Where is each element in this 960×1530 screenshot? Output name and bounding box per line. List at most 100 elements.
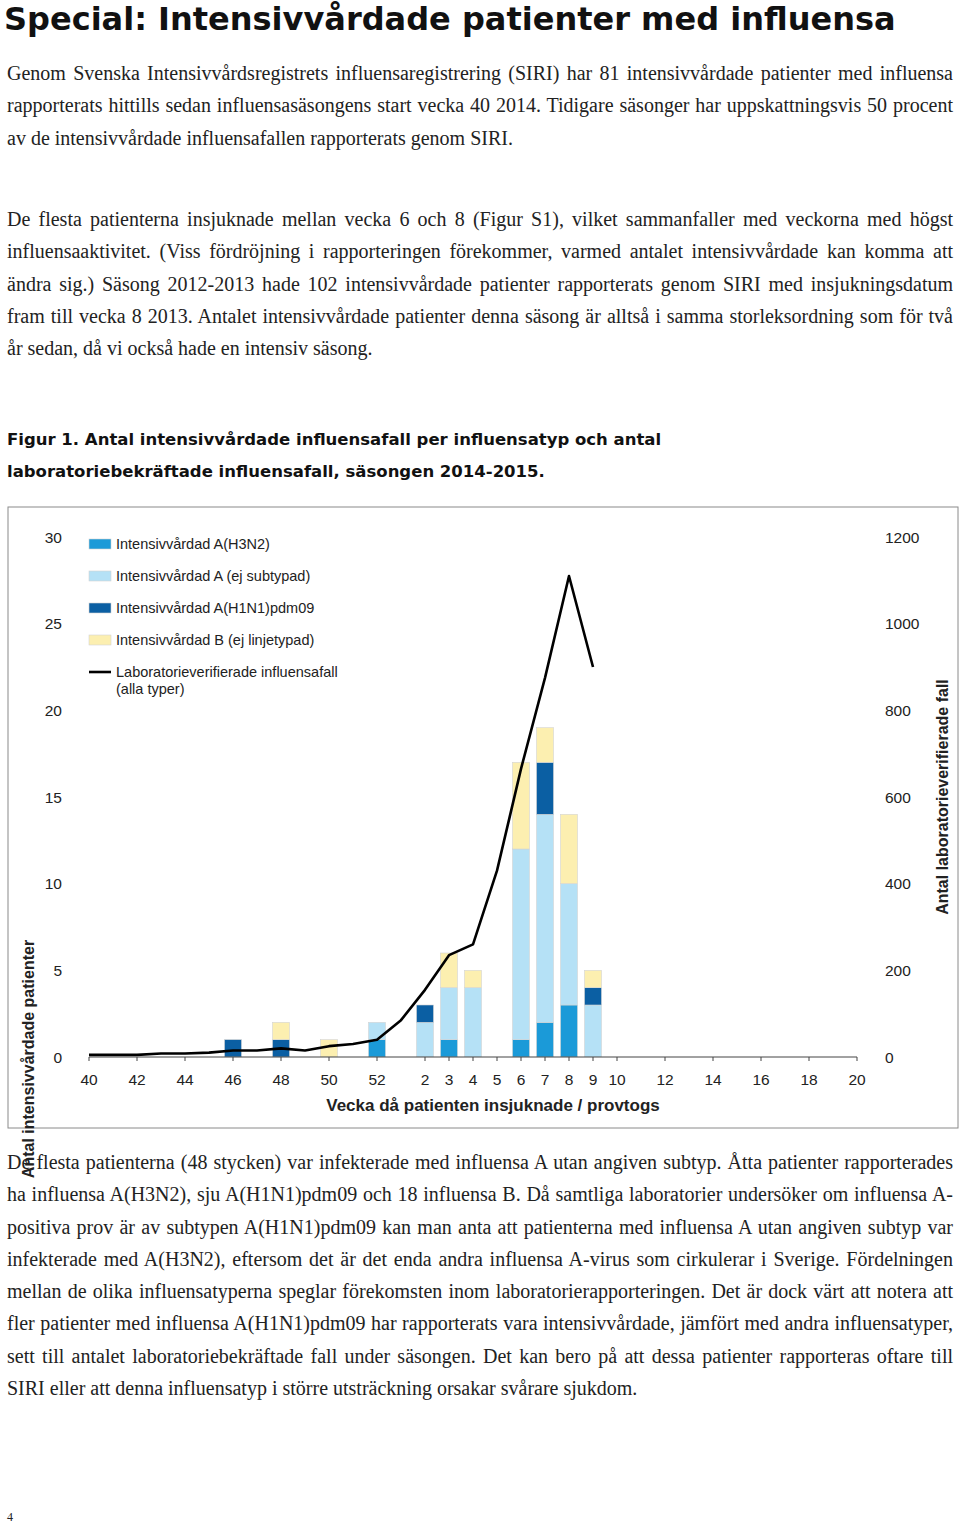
x-tick-label: 3 (445, 1071, 454, 1088)
x-tick-label: 16 (752, 1071, 769, 1088)
legend-label-line: Intensivvårdad A(H3N2) (116, 536, 270, 552)
y2-tick-label: 1200 (885, 529, 920, 546)
x-tick-label: 14 (704, 1071, 722, 1088)
legend-label-line: (alla typer) (116, 681, 185, 697)
bar-segment (585, 970, 602, 987)
page-title: Special: Intensivvårdade patienter med i… (4, 0, 896, 38)
paragraph: De flesta patienterna (48 stycken) var i… (7, 1146, 953, 1404)
x-tick-label: 52 (368, 1071, 385, 1088)
bar-segment (441, 988, 458, 1040)
x-tick (137, 1057, 138, 1061)
x-tick-label: 2 (421, 1071, 430, 1088)
figure-caption: Figur 1. Antal intensivvårdade influensa… (7, 424, 807, 488)
x-tick (761, 1057, 762, 1061)
bar-segment (273, 1022, 290, 1039)
y-tick-label: 25 (45, 615, 62, 632)
x-tick-label: 9 (589, 1071, 598, 1088)
y-axis-title: Antal intensivvårdade patienter (20, 940, 37, 1178)
x-tick (329, 1057, 330, 1061)
x-tick (281, 1057, 282, 1061)
x-tick (377, 1057, 378, 1061)
y2-tick-label: 800 (885, 702, 911, 719)
bar-segment (225, 1040, 242, 1057)
x-tick-label: 5 (493, 1071, 502, 1088)
bar-segment (585, 1005, 602, 1057)
bar-segment (537, 814, 554, 1022)
x-tick-label: 42 (128, 1071, 145, 1088)
x-tick-label: 4 (469, 1071, 478, 1088)
x-tick (425, 1057, 426, 1061)
y2-axis-title: Antal laboratorieverifierade fall (934, 679, 951, 915)
x-tick (521, 1057, 522, 1061)
x-tick-label: 20 (848, 1071, 866, 1088)
paragraph: Genom Svenska Intensivvårdsregistrets in… (7, 57, 953, 154)
x-tick (713, 1057, 714, 1061)
x-tick (617, 1057, 618, 1061)
y-tick-label: 0 (53, 1049, 62, 1066)
y2-tick-label: 600 (885, 789, 911, 806)
figure-frame (8, 507, 958, 1128)
x-tick (497, 1057, 498, 1061)
bar-segment (513, 762, 530, 849)
legend: Intensivvårdad A(H3N2) Intensivvårdad A (… (89, 536, 338, 697)
bar-segment (561, 884, 578, 1005)
bar-segment (441, 1040, 458, 1057)
legend-label-line: Intensivvårdad A(H1N1)pdm09 (116, 600, 314, 616)
x-tick-label: 40 (80, 1071, 98, 1088)
x-tick (545, 1057, 546, 1061)
legend-label-line: Laboratorieverifierade influensafall (116, 664, 338, 680)
bar-segment (513, 1040, 530, 1057)
bar-segment (225, 1039, 242, 1040)
bar-segment (561, 1005, 578, 1057)
legend-label: Intensivvårdad A (ej subtypad) (116, 568, 310, 584)
y2-tick-label: 1000 (885, 615, 920, 632)
legend-swatch (89, 539, 111, 549)
line-series (89, 576, 593, 1055)
bar-segment (465, 988, 482, 1057)
y-tick-label: 10 (45, 875, 63, 892)
legend-swatch (89, 671, 111, 674)
legend-swatch (89, 635, 111, 645)
bar-segment (369, 1022, 386, 1023)
legend-swatch (89, 571, 111, 581)
page-number: 4 (7, 1510, 13, 1525)
x-tick-label: 8 (565, 1071, 574, 1088)
y-tick-label: 20 (45, 702, 63, 719)
x-tick (473, 1057, 474, 1061)
x-tick (449, 1057, 450, 1061)
x-axis-title: Vecka då patienten insjuknade / provtogs (326, 1096, 659, 1115)
y2-tick-label: 200 (885, 962, 911, 979)
bar-segment (585, 988, 602, 1005)
y-tick-label: 5 (53, 962, 62, 979)
bar-segment (369, 1022, 386, 1023)
x-tick-label: 7 (541, 1071, 550, 1088)
bar-segment (441, 953, 458, 988)
legend-swatch (89, 603, 111, 613)
x-tick-label: 46 (224, 1071, 241, 1088)
bar-segment (417, 1022, 434, 1057)
x-tick-label: 12 (656, 1071, 673, 1088)
x-tick-label: 18 (800, 1071, 817, 1088)
x-tick-label: 6 (517, 1071, 526, 1088)
x-tick-label: 50 (320, 1071, 338, 1088)
legend-label: Intensivvårdad B (ej linjetypad) (116, 632, 314, 648)
x-tick-label: 44 (176, 1071, 194, 1088)
bar-segment (369, 1040, 386, 1057)
x-tick (857, 1057, 858, 1061)
page: 4042444648505223456789101214161820Vecka … (0, 0, 960, 1530)
x-tick (89, 1057, 90, 1061)
x-tick-label: 48 (272, 1071, 289, 1088)
y2-tick-label: 0 (885, 1049, 894, 1066)
bar-segment (369, 1022, 386, 1039)
x-tick (593, 1057, 594, 1061)
bar-segment (465, 970, 482, 987)
y-tick-label: 15 (45, 789, 62, 806)
bar-segment (417, 1005, 434, 1022)
x-tick (569, 1057, 570, 1061)
x-tick (233, 1057, 234, 1061)
paragraph: De flesta patienterna insjuknade mellan … (7, 203, 953, 364)
legend-label-line: Intensivvårdad B (ej linjetypad) (116, 632, 314, 648)
plot-area (89, 576, 602, 1057)
legend-label-line: Intensivvårdad A (ej subtypad) (116, 568, 310, 584)
x-tick-label: 10 (608, 1071, 626, 1088)
